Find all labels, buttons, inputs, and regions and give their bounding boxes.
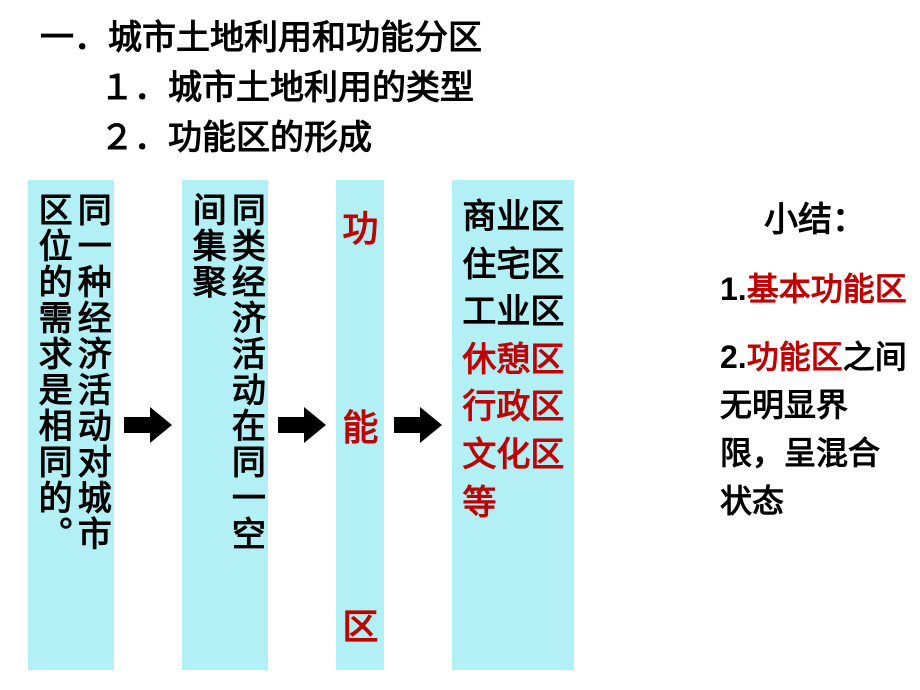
summary-block: 小结： 1.基本功能区 2.功能区之间无明显界限，呈混合状态 <box>720 192 910 545</box>
box4-item-3: 休憩区 <box>462 337 564 385</box>
box-4: 商业区 住宅区 工业区 休憩区 行政区 文化区 等 <box>452 180 574 670</box>
box-3: 功 能 区 <box>336 180 384 670</box>
summary-item-2: 2.功能区之间无明显界限，呈混合状态 <box>720 333 910 525</box>
arrow-1 <box>124 407 172 443</box>
heading-sub1: １．城市土地利用的类型 <box>100 60 474 109</box>
heading-sub2: ２．功能区的形成 <box>100 110 372 159</box>
summary-2-num: 2. <box>720 339 747 375</box>
box2-col-a: 同类经济活动在同一空 <box>225 192 264 552</box>
arrow-2 <box>278 407 326 443</box>
box3-char-2: 能 <box>342 399 378 451</box>
box-1: 同一种经济活动对城市 区位的需求是相同的。 <box>28 180 114 670</box>
box2-col-b: 间集聚 <box>186 192 225 300</box>
box4-item-0: 商业区 <box>462 194 564 242</box>
heading-main: 一．城市土地利用和功能分区 <box>40 10 482 59</box>
arrow-3 <box>394 407 442 443</box>
box4-item-5: 文化区 <box>462 432 564 480</box>
summary-1-text: 基本功能区 <box>747 271 907 307</box>
box4-item-4: 行政区 <box>462 384 564 432</box>
box3-char-3: 区 <box>342 598 378 650</box>
box3-char-1: 功 <box>342 200 378 252</box>
box4-item-1: 住宅区 <box>462 242 564 290</box>
box4-item-2: 工业区 <box>462 289 564 337</box>
box1-col-a: 同一种经济活动对城市 <box>71 192 110 552</box>
box-2: 同类经济活动在同一空 间集聚 <box>182 180 268 670</box>
summary-item-1: 1.基本功能区 <box>720 265 910 313</box>
box4-item-6: 等 <box>462 480 564 528</box>
summary-1-num: 1. <box>720 271 747 307</box>
summary-title: 小结： <box>720 192 910 241</box>
box1-col-b: 区位的需求是相同的。 <box>32 192 71 552</box>
flow-diagram: 同一种经济活动对城市 区位的需求是相同的。 同类经济活动在同一空 间集聚 功 能… <box>28 180 574 670</box>
summary-2-red: 功能区 <box>747 339 843 375</box>
